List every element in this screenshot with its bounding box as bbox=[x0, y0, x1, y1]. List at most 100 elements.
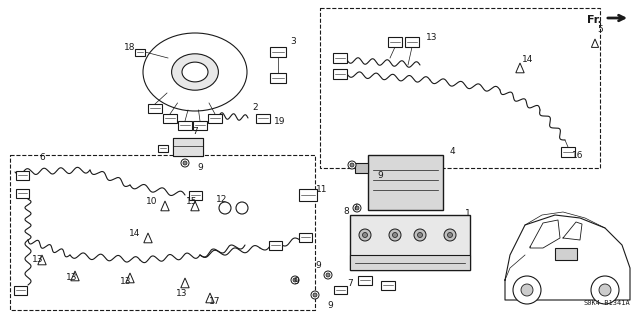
Circle shape bbox=[219, 202, 231, 214]
Bar bbox=[173, 138, 203, 156]
Ellipse shape bbox=[172, 54, 218, 90]
Circle shape bbox=[362, 233, 367, 238]
Polygon shape bbox=[191, 201, 199, 211]
Circle shape bbox=[236, 202, 248, 214]
Circle shape bbox=[208, 296, 212, 300]
Text: 15: 15 bbox=[186, 197, 198, 206]
Polygon shape bbox=[505, 215, 630, 300]
Circle shape bbox=[40, 258, 44, 262]
Circle shape bbox=[128, 276, 132, 280]
Circle shape bbox=[181, 159, 189, 167]
Text: 3: 3 bbox=[290, 38, 296, 47]
Circle shape bbox=[359, 229, 371, 241]
Bar bbox=[15, 189, 29, 197]
Circle shape bbox=[355, 206, 359, 210]
Bar bbox=[555, 248, 577, 260]
Bar bbox=[163, 114, 177, 122]
Circle shape bbox=[291, 276, 299, 284]
Text: 13: 13 bbox=[120, 278, 132, 286]
Circle shape bbox=[518, 66, 522, 70]
Circle shape bbox=[183, 281, 187, 285]
Text: 1: 1 bbox=[465, 209, 471, 218]
Circle shape bbox=[591, 276, 619, 304]
Bar bbox=[299, 189, 317, 201]
Polygon shape bbox=[38, 255, 46, 265]
Bar bbox=[15, 170, 29, 180]
Circle shape bbox=[513, 276, 541, 304]
Circle shape bbox=[417, 233, 422, 238]
Bar bbox=[368, 155, 443, 210]
Bar bbox=[135, 48, 145, 56]
Bar bbox=[320, 8, 600, 168]
Text: 18: 18 bbox=[124, 43, 136, 53]
Bar bbox=[158, 145, 168, 152]
Text: 8: 8 bbox=[343, 207, 349, 217]
Text: 9: 9 bbox=[377, 170, 383, 180]
Circle shape bbox=[350, 163, 354, 167]
Text: 14: 14 bbox=[129, 228, 141, 238]
Bar bbox=[270, 47, 286, 57]
Text: 13: 13 bbox=[32, 256, 44, 264]
Circle shape bbox=[324, 271, 332, 279]
Bar bbox=[193, 121, 207, 130]
Circle shape bbox=[376, 168, 380, 172]
Bar bbox=[148, 103, 162, 113]
Polygon shape bbox=[206, 293, 214, 303]
Bar bbox=[333, 53, 347, 63]
Bar bbox=[355, 163, 368, 173]
Text: 6: 6 bbox=[39, 153, 45, 162]
Circle shape bbox=[444, 229, 456, 241]
Circle shape bbox=[593, 42, 596, 45]
Text: 5: 5 bbox=[597, 26, 603, 34]
Polygon shape bbox=[591, 39, 598, 48]
Text: S0K4-B1341A: S0K4-B1341A bbox=[583, 300, 630, 306]
Text: 16: 16 bbox=[572, 151, 584, 160]
Polygon shape bbox=[71, 271, 79, 281]
Text: 10: 10 bbox=[147, 197, 157, 206]
Circle shape bbox=[313, 293, 317, 297]
Text: 14: 14 bbox=[522, 56, 534, 64]
Polygon shape bbox=[161, 201, 169, 211]
Bar bbox=[405, 37, 419, 47]
Bar bbox=[388, 37, 402, 47]
Bar bbox=[10, 155, 315, 310]
Circle shape bbox=[389, 229, 401, 241]
Bar bbox=[381, 280, 395, 290]
Polygon shape bbox=[144, 233, 152, 243]
Bar bbox=[333, 286, 346, 294]
Ellipse shape bbox=[182, 62, 208, 82]
Circle shape bbox=[311, 291, 319, 299]
Text: 12: 12 bbox=[216, 196, 228, 204]
Circle shape bbox=[353, 204, 361, 212]
Bar bbox=[269, 241, 282, 249]
Circle shape bbox=[163, 204, 167, 208]
Bar bbox=[350, 255, 470, 270]
Bar bbox=[561, 147, 575, 157]
Bar bbox=[333, 69, 347, 79]
Bar bbox=[350, 215, 470, 270]
Text: 17: 17 bbox=[209, 298, 221, 307]
Text: Fr.: Fr. bbox=[587, 15, 602, 25]
Text: 2: 2 bbox=[252, 103, 258, 113]
Text: 9: 9 bbox=[315, 261, 321, 270]
Circle shape bbox=[392, 233, 397, 238]
Polygon shape bbox=[516, 63, 524, 73]
Bar bbox=[256, 114, 270, 122]
Circle shape bbox=[414, 229, 426, 241]
Bar bbox=[208, 114, 222, 122]
Circle shape bbox=[348, 161, 356, 169]
Text: 9: 9 bbox=[197, 162, 203, 172]
Bar bbox=[178, 121, 192, 130]
Bar bbox=[270, 73, 286, 83]
Bar bbox=[189, 190, 202, 199]
Circle shape bbox=[521, 284, 533, 296]
Circle shape bbox=[447, 233, 452, 238]
Polygon shape bbox=[126, 273, 134, 283]
Bar bbox=[13, 286, 26, 294]
Circle shape bbox=[147, 236, 150, 240]
Text: 13: 13 bbox=[176, 288, 188, 298]
Text: 13: 13 bbox=[426, 33, 438, 42]
Text: 7: 7 bbox=[192, 128, 198, 137]
Text: 4: 4 bbox=[449, 147, 455, 157]
Bar bbox=[173, 138, 203, 156]
